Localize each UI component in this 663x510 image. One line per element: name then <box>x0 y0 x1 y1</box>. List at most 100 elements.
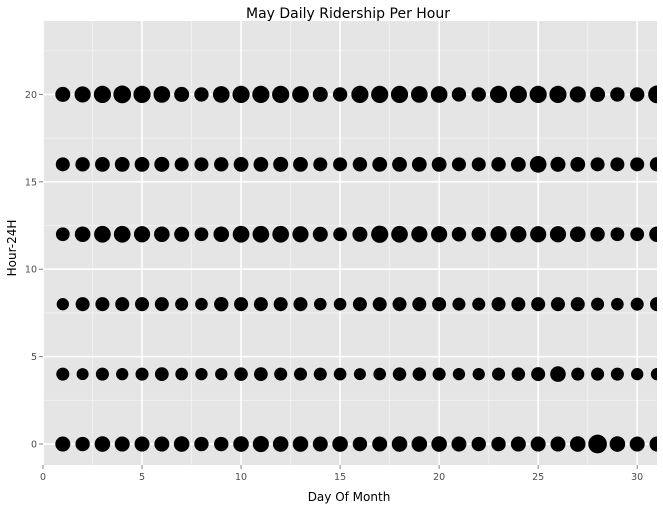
data-point <box>629 436 645 452</box>
data-point <box>133 226 151 243</box>
data-point <box>631 367 644 381</box>
data-point <box>590 227 605 242</box>
data-point <box>153 86 171 103</box>
data-point <box>56 367 70 381</box>
data-point <box>569 226 586 243</box>
data-point <box>611 297 624 311</box>
data-point <box>252 225 270 243</box>
data-point <box>510 226 527 243</box>
data-point <box>333 157 348 172</box>
data-point <box>509 85 527 104</box>
data-point <box>530 436 546 452</box>
data-point <box>75 436 90 452</box>
data-point <box>212 86 230 103</box>
data-point <box>588 434 607 454</box>
data-point <box>55 227 70 242</box>
data-point <box>352 226 368 242</box>
data-point <box>353 368 366 381</box>
data-point <box>293 367 308 381</box>
data-point <box>371 85 389 104</box>
y-tick-label: 15 <box>25 177 37 188</box>
data-point <box>570 156 586 172</box>
data-point <box>74 86 91 103</box>
data-point <box>431 226 448 243</box>
data-point <box>195 297 208 311</box>
data-point <box>371 225 389 243</box>
data-point <box>630 157 645 172</box>
data-point <box>75 297 90 312</box>
data-point <box>491 297 506 312</box>
data-point <box>432 297 447 312</box>
data-point <box>412 367 427 381</box>
data-point <box>529 85 547 104</box>
data-point <box>510 436 526 452</box>
data-point <box>313 157 328 172</box>
data-point <box>451 436 467 452</box>
data-point <box>570 297 585 312</box>
data-point <box>234 297 249 312</box>
data-point <box>313 297 327 311</box>
data-point <box>511 297 526 312</box>
data-point <box>351 85 369 104</box>
y-tick-label: 20 <box>25 90 37 101</box>
data-point <box>452 367 466 381</box>
data-point <box>549 85 567 104</box>
x-tick-label: 0 <box>40 472 46 483</box>
data-point <box>648 85 657 104</box>
x-tick-label: 15 <box>334 472 346 483</box>
data-point <box>232 85 250 104</box>
data-point <box>94 225 111 243</box>
data-point <box>312 226 328 242</box>
data-point <box>431 156 447 172</box>
data-point <box>489 85 508 104</box>
data-point <box>116 367 129 381</box>
data-point <box>253 367 268 381</box>
data-point <box>630 227 645 242</box>
data-point <box>253 297 268 312</box>
data-point <box>549 226 567 243</box>
data-point <box>491 436 506 452</box>
data-point <box>629 87 645 102</box>
data-point <box>649 436 657 452</box>
data-point <box>412 297 427 312</box>
data-point <box>113 85 132 104</box>
data-point <box>113 225 131 243</box>
data-point <box>95 297 110 312</box>
data-point <box>529 155 547 173</box>
data-point <box>215 367 228 381</box>
data-point <box>233 436 249 452</box>
data-point <box>93 85 112 104</box>
data-point <box>590 86 606 102</box>
data-point <box>432 367 446 381</box>
data-point <box>471 436 486 452</box>
data-point <box>134 156 150 172</box>
data-point <box>390 85 409 104</box>
data-point <box>55 157 70 172</box>
data-point <box>253 156 269 172</box>
data-point <box>332 87 348 102</box>
data-point <box>430 86 448 103</box>
data-point <box>272 225 290 243</box>
data-point <box>610 157 625 172</box>
y-tick-label: 0 <box>31 440 37 451</box>
data-point <box>175 297 189 311</box>
data-point <box>234 367 248 381</box>
data-point <box>76 368 89 381</box>
y-axis-title: Hour-24H <box>5 220 19 277</box>
data-point <box>194 87 209 102</box>
data-point <box>174 226 190 242</box>
data-point <box>510 156 526 172</box>
data-point <box>352 157 368 172</box>
data-point <box>472 367 485 381</box>
data-point <box>492 367 506 381</box>
y-tick-label: 5 <box>31 352 37 363</box>
x-tick-label: 20 <box>433 472 445 483</box>
data-point <box>352 297 367 312</box>
data-point <box>135 367 149 381</box>
data-point <box>333 367 347 381</box>
data-point <box>154 156 170 172</box>
data-point <box>411 226 428 243</box>
data-point <box>272 436 289 452</box>
data-point <box>471 87 486 102</box>
